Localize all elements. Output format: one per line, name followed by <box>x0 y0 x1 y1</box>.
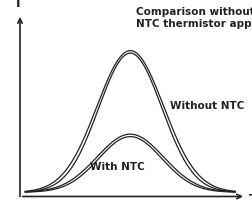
Text: Comparison without and with
NTC thermistor application: Comparison without and with NTC thermist… <box>135 7 252 29</box>
Text: With NTC: With NTC <box>90 162 145 172</box>
Text: T: T <box>248 193 252 206</box>
Text: I: I <box>16 0 20 10</box>
Text: Without NTC: Without NTC <box>170 101 244 111</box>
